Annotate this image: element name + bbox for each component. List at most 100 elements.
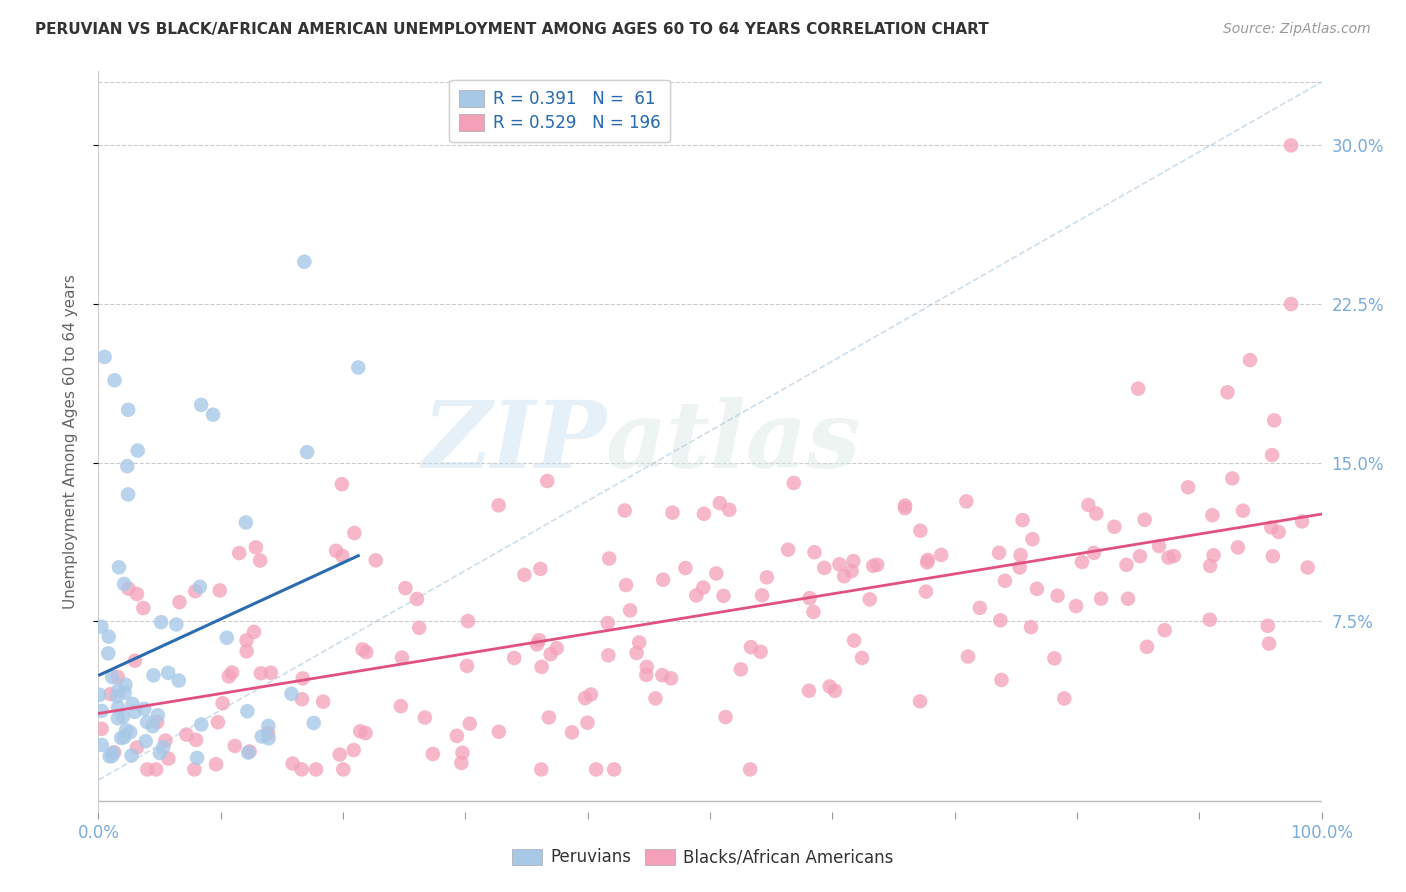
Point	[1257, 619, 1279, 633]
Point	[292, 254, 315, 268]
Point	[90, 738, 112, 752]
Point	[93, 350, 115, 364]
Point	[458, 716, 481, 731]
Point	[1279, 297, 1302, 311]
Point	[713, 589, 735, 603]
Point	[142, 719, 165, 733]
Text: Source: ZipAtlas.com: Source: ZipAtlas.com	[1223, 22, 1371, 37]
Point	[1261, 549, 1284, 564]
Point	[169, 595, 191, 609]
Point	[832, 569, 855, 583]
Point	[451, 746, 474, 760]
Point	[97, 630, 120, 644]
Point	[693, 507, 716, 521]
Point	[235, 633, 257, 648]
Point	[245, 541, 267, 555]
Point	[988, 613, 1011, 627]
Point	[157, 751, 180, 765]
Point	[915, 584, 938, 599]
Point	[205, 757, 228, 772]
Point	[659, 671, 682, 685]
Point	[1115, 558, 1137, 572]
Point	[851, 651, 873, 665]
Point	[257, 731, 280, 746]
Point	[636, 668, 658, 682]
Point	[1021, 532, 1043, 546]
Point	[295, 445, 318, 459]
Point	[121, 697, 143, 711]
Text: PERUVIAN VS BLACK/AFRICAN AMERICAN UNEMPLOYMENT AMONG AGES 60 TO 64 YEARS CORREL: PERUVIAN VS BLACK/AFRICAN AMERICAN UNEMP…	[35, 22, 988, 37]
Point	[546, 641, 568, 656]
Point	[749, 645, 772, 659]
Point	[349, 724, 371, 739]
Point	[799, 591, 821, 606]
Point	[135, 734, 157, 748]
Point	[797, 683, 820, 698]
Point	[1226, 541, 1249, 555]
Point	[103, 373, 125, 387]
Point	[215, 631, 238, 645]
Point	[250, 666, 273, 681]
Point	[1163, 549, 1185, 563]
Point	[98, 749, 121, 764]
Point	[530, 763, 553, 777]
Point	[894, 501, 917, 516]
Point	[1258, 637, 1281, 651]
Point	[132, 601, 155, 615]
Point	[1291, 515, 1313, 529]
Point	[105, 690, 128, 704]
Point	[236, 704, 259, 718]
Point	[136, 763, 159, 777]
Point	[391, 650, 413, 665]
Point	[915, 555, 938, 569]
Point	[413, 710, 436, 724]
Point	[332, 549, 354, 563]
Point	[291, 692, 314, 706]
Point	[503, 651, 526, 665]
Point	[103, 745, 125, 759]
Point	[644, 691, 666, 706]
Point	[685, 589, 707, 603]
Point	[526, 637, 548, 651]
Point	[692, 581, 714, 595]
Point	[120, 725, 142, 739]
Point	[652, 573, 675, 587]
Y-axis label: Unemployment Among Ages 60 to 64 years: Unemployment Among Ages 60 to 64 years	[63, 274, 77, 609]
Point	[150, 615, 173, 630]
Point	[235, 644, 257, 658]
Point	[167, 673, 190, 688]
Point	[184, 733, 207, 747]
Point	[1216, 385, 1239, 400]
Point	[450, 756, 472, 770]
Point	[249, 553, 271, 567]
Point	[1064, 599, 1087, 613]
Point	[537, 710, 560, 724]
Point	[1232, 504, 1254, 518]
Point	[343, 526, 366, 541]
Point	[579, 688, 602, 702]
Point	[257, 719, 280, 733]
Point	[121, 748, 143, 763]
Point	[108, 560, 131, 574]
Point	[354, 726, 377, 740]
Point	[117, 402, 139, 417]
Point	[576, 715, 599, 730]
Point	[457, 614, 479, 628]
Point	[291, 672, 314, 686]
Point	[165, 617, 187, 632]
Point	[312, 695, 335, 709]
Point	[1201, 508, 1223, 523]
Point	[718, 503, 741, 517]
Point	[1053, 691, 1076, 706]
Point	[127, 443, 149, 458]
Point	[107, 700, 129, 714]
Point	[112, 709, 135, 723]
Point	[343, 743, 366, 757]
Point	[90, 704, 112, 718]
Point	[818, 680, 841, 694]
Point	[626, 646, 648, 660]
Point	[1202, 549, 1225, 563]
Point	[1147, 539, 1170, 553]
Point	[540, 647, 562, 661]
Point	[651, 668, 673, 682]
